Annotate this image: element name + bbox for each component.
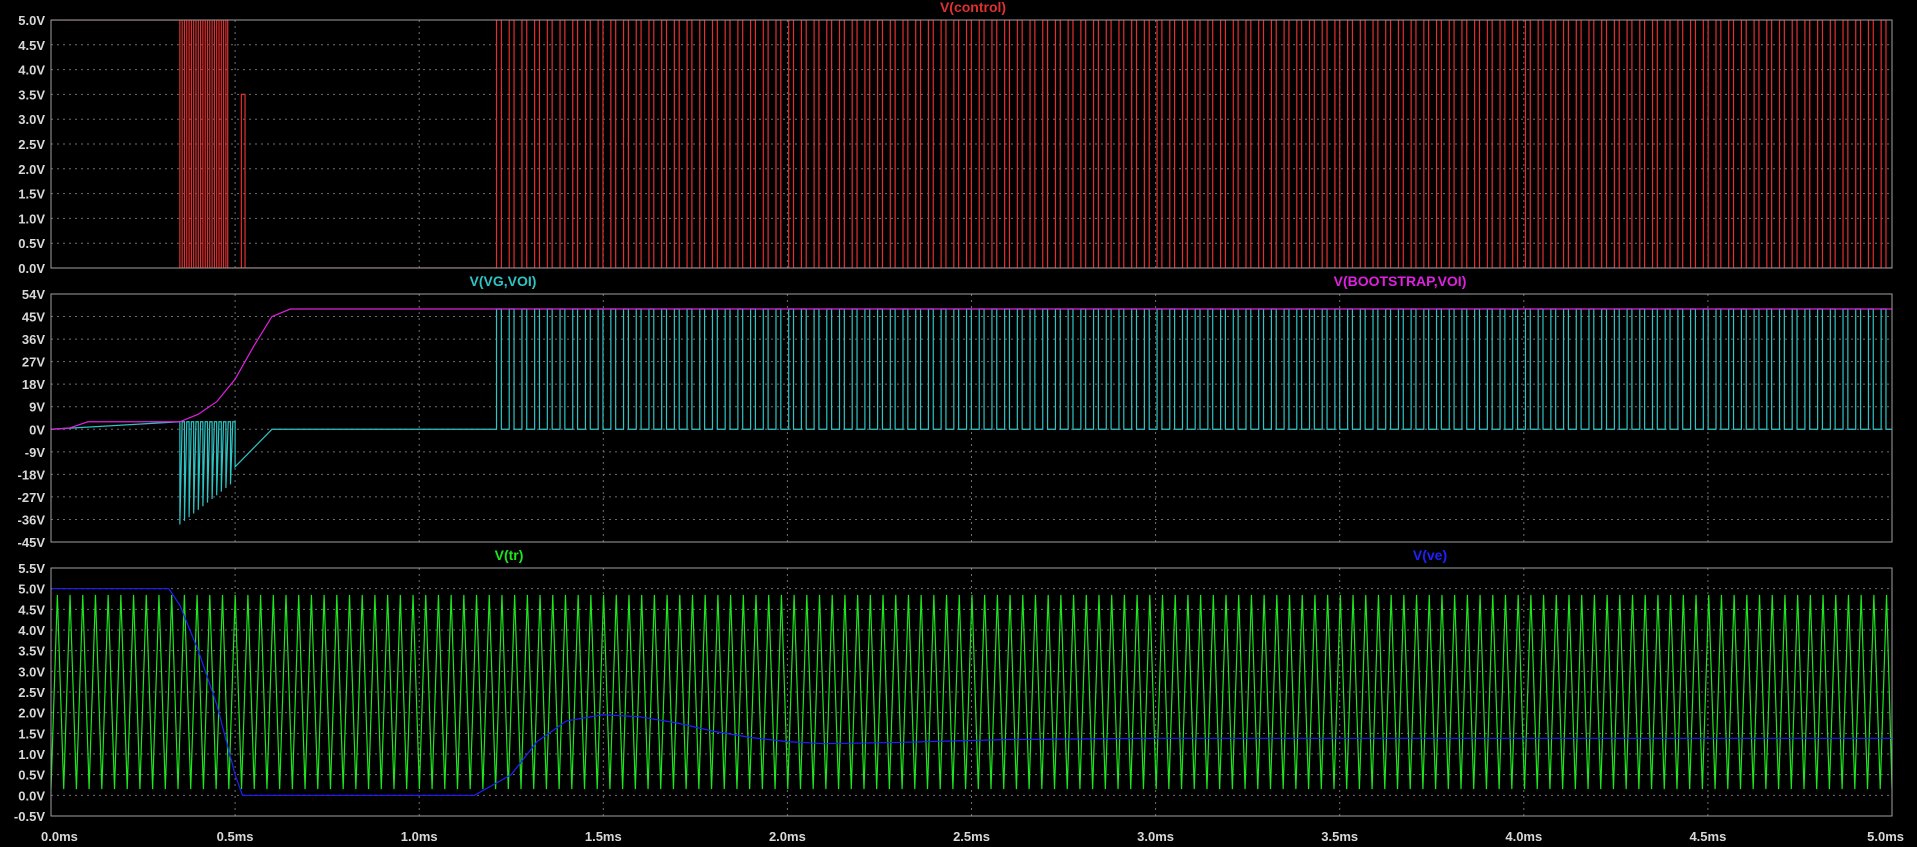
y-tick-label: 27V <box>22 355 45 370</box>
trace-glitch[interactable] <box>240 93 246 268</box>
y-tick-label: 45V <box>22 310 45 325</box>
trace-v-ve[interactable] <box>51 588 1892 796</box>
x-tick-label: 4.0ms <box>1505 829 1542 844</box>
y-tick-label: 2.5V <box>18 685 45 700</box>
y-tick-label: 3.0V <box>18 112 45 127</box>
y-tick-label: 4.5V <box>18 38 45 53</box>
trace-title[interactable]: V(tr) <box>495 547 524 563</box>
y-tick-label: 2.5V <box>18 137 45 152</box>
x-tick-label: 2.5ms <box>953 829 990 844</box>
y-tick-label: 36V <box>22 332 45 347</box>
x-tick-label: 5.0ms <box>1867 829 1904 844</box>
trace-title[interactable]: V(VG,VOI) <box>470 273 537 289</box>
y-tick-label: 3.5V <box>18 87 45 102</box>
x-tick-label: 1.5ms <box>585 829 622 844</box>
y-tick-label: 5.0V <box>18 13 45 28</box>
y-tick-label: 18V <box>22 377 45 392</box>
pane-frame <box>50 567 1893 817</box>
y-tick-label: 3.5V <box>18 644 45 659</box>
trace-title[interactable]: V(control) <box>940 0 1006 15</box>
y-tick-label: 4.5V <box>18 602 45 617</box>
y-tick-label: -45V <box>18 535 46 550</box>
trace-v-tr[interactable] <box>51 594 1892 790</box>
y-tick-label: -27V <box>18 490 46 505</box>
plot-pane-1: 0.0V 0.5V 1.0V 1.5V 2.0V 2.5V 3.0V 3.5V 4.0V 4.5V… <box>18 0 1893 276</box>
trace-title[interactable]: V(BOOTSTRAP,VOI) <box>1334 273 1467 289</box>
pane-frame <box>50 19 1893 269</box>
time-axis: 0.0ms 0.5ms 1.0ms 1.5ms 2.0ms 2.5ms 3.0ms 3.5ms… <box>41 829 1904 844</box>
plot-panes: 0.0V 0.5V 1.0V 1.5V 2.0V 2.5V 3.0V 3.5V 4.0V 4.5V… <box>14 0 1893 824</box>
y-tick-label: -9V <box>25 445 46 460</box>
y-tick-label: 1.5V <box>18 726 45 741</box>
x-tick-label: 2.0ms <box>769 829 806 844</box>
y-tick-label: 1.5V <box>18 187 45 202</box>
y-tick-label: 4.0V <box>18 623 45 638</box>
pane-frame <box>50 293 1893 543</box>
y-tick-label: 5.0V <box>18 582 45 597</box>
y-tick-label: 0V <box>29 422 45 437</box>
y-tick-label: 2.0V <box>18 162 45 177</box>
trace-v-bootstrap-voi[interactable] <box>51 308 1892 430</box>
x-tick-label: 0.5ms <box>217 829 254 844</box>
x-tick-label: 3.0ms <box>1137 829 1174 844</box>
x-tick-label: 1.0ms <box>401 829 438 844</box>
y-tick-label: 2.0V <box>18 706 45 721</box>
x-tick-label: 3.5ms <box>1321 829 1358 844</box>
trace-title[interactable]: V(ve) <box>1413 547 1447 563</box>
plot-pane-3: -0.5V 0.0V 0.5V 1.0V 1.5V 2.0V 2.5V 3.0V 3.5V 4.0… <box>14 547 1893 824</box>
y-tick-label: 0.0V <box>18 788 45 803</box>
trace-v-vg-voi[interactable] <box>51 308 1892 525</box>
y-tick-label: -0.5V <box>14 809 45 824</box>
y-tick-label: 4.0V <box>18 63 45 78</box>
y-tick-label: 3.0V <box>18 664 45 679</box>
y-tick-label: -18V <box>18 467 46 482</box>
y-tick-label: 0.5V <box>18 236 45 251</box>
y-tick-label: 1.0V <box>18 747 45 762</box>
y-tick-label: 0.0V <box>18 261 45 276</box>
y-tick-label: 1.0V <box>18 211 45 226</box>
y-tick-label: 9V <box>29 400 45 415</box>
plot-pane-2: -45V -36V -27V -18V -9V 0V 9V 18V 27V 36V 45V 54V V(… <box>18 273 1893 550</box>
x-tick-label: 0.0ms <box>41 829 78 844</box>
y-tick-label: 5.5V <box>18 561 45 576</box>
y-tick-label: -36V <box>18 512 46 527</box>
x-tick-label: 4.5ms <box>1689 829 1726 844</box>
y-tick-label: 0.5V <box>18 768 45 783</box>
y-tick-label: 54V <box>22 287 45 302</box>
